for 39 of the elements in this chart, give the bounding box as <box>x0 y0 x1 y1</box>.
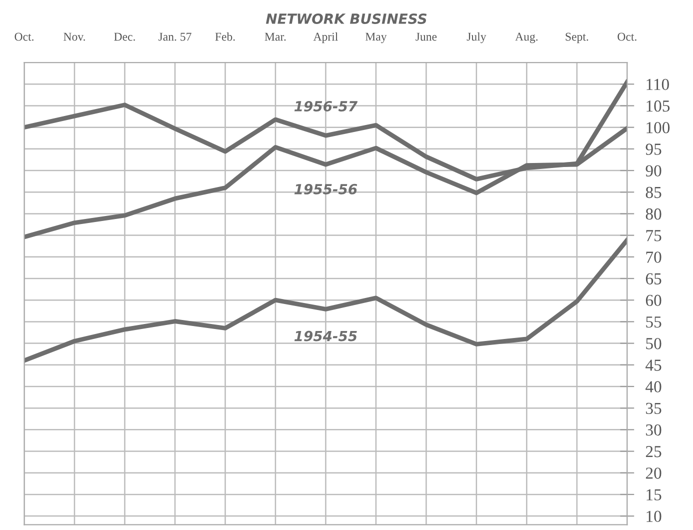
x-tick-label: Aug. <box>515 32 538 44</box>
y-tick-label: 40 <box>646 381 662 392</box>
y-tick-label: 30 <box>646 424 662 436</box>
y-tick-label: 10 <box>646 510 662 522</box>
series-label: 1956-57 <box>294 101 358 112</box>
y-tick-label: 105 <box>646 100 670 112</box>
y-tick-label: 15 <box>646 489 662 500</box>
y-tick-label: 55 <box>646 316 662 328</box>
x-tick-label: April <box>313 32 338 44</box>
y-tick-label: 20 <box>646 468 662 479</box>
y-tick-label: 60 <box>646 294 662 306</box>
x-tick-label: Nov. <box>64 32 85 41</box>
x-tick-label: May <box>365 32 387 44</box>
y-tick-label: 25 <box>646 446 662 458</box>
y-tick-label: 65 <box>646 273 662 284</box>
x-tick-label: Mar. <box>264 32 286 41</box>
x-tick-label: Feb. <box>215 32 235 41</box>
series-label: 1955-56 <box>294 184 358 194</box>
chart-title: NETWORK BUSINESS <box>266 13 427 24</box>
y-tick-label: 75 <box>646 230 662 242</box>
x-tick-label: Dec. <box>114 32 135 41</box>
x-tick-label: July <box>466 32 486 44</box>
x-tick-label: June <box>416 32 437 41</box>
y-tick-label: 90 <box>646 165 662 176</box>
x-tick-label: Sept. <box>566 32 588 44</box>
series-label: 1954-55 <box>294 330 357 342</box>
y-tick-label: 80 <box>646 208 662 220</box>
x-tick-label: Oct. <box>14 32 34 41</box>
y-tick-label: 95 <box>646 144 662 155</box>
y-tick-label: 45 <box>646 360 662 371</box>
line-series <box>24 238 628 363</box>
y-tick-label: 70 <box>646 252 662 263</box>
x-tick-label: Oct. <box>618 32 636 41</box>
y-tick-label: 50 <box>646 338 662 350</box>
y-tick-label: 110 <box>646 78 669 90</box>
y-tick-label: 35 <box>646 402 662 414</box>
y-tick-label: 100 <box>646 122 670 134</box>
x-tick-label: Jan. 57 <box>158 32 192 41</box>
y-tick-label: 85 <box>646 186 662 198</box>
